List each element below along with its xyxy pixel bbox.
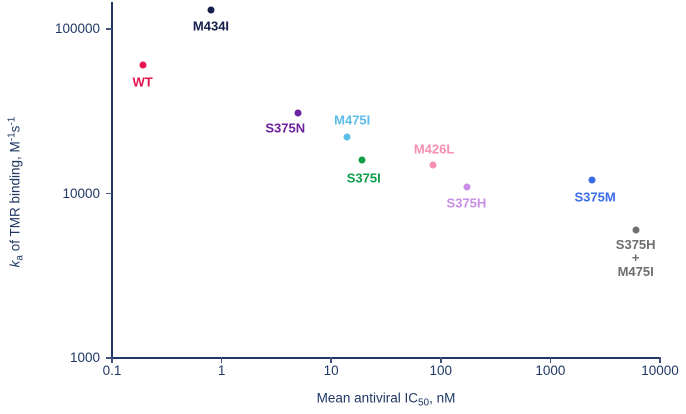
x-axis-title-suffix: , nM <box>429 390 456 406</box>
y-tick-mark <box>105 357 112 359</box>
x-tick-mark <box>330 357 332 363</box>
x-axis-title-subscript: 50 <box>417 397 430 409</box>
data-point-label-M434I: M434I <box>192 18 230 34</box>
y-axis-title-superscript-1: -1 <box>6 132 18 142</box>
data-point-S375H-M475I <box>632 226 640 234</box>
x-axis-title: Mean antiviral IC50, nM <box>316 390 456 409</box>
y-tick-label: 1000 <box>69 350 100 365</box>
data-point-M426L <box>429 161 437 169</box>
data-point-M475I <box>343 133 351 141</box>
data-point-WT <box>139 61 147 69</box>
y-axis-title-k: k <box>7 260 23 268</box>
x-tick-label: 1000 <box>535 363 566 378</box>
y-tick-label: 100000 <box>54 21 100 36</box>
x-axis-line <box>111 357 661 359</box>
y-axis-title-s: s <box>7 125 23 133</box>
x-axis-title-text: Mean antiviral IC <box>316 390 418 406</box>
x-tick-label: 100 <box>429 363 453 378</box>
data-point-label-M475I: M475I <box>334 112 371 128</box>
x-tick-label: 0.1 <box>102 363 122 378</box>
data-point-label-S375M: S375M <box>574 189 616 205</box>
x-tick-label: 1 <box>217 363 226 378</box>
x-tick-mark <box>659 357 661 363</box>
data-point-label-S375H: S375H <box>446 194 487 210</box>
x-tick-mark <box>111 357 113 363</box>
x-tick-label: 10 <box>323 363 339 378</box>
x-tick-mark <box>549 357 552 363</box>
data-point-label-S375N: S375N <box>265 119 306 135</box>
y-axis-title-superscript-2: -1 <box>6 116 18 126</box>
y-tick-label: 10000 <box>62 185 100 201</box>
data-point-S375I <box>358 156 366 164</box>
y-axis-line <box>111 2 113 359</box>
data-point-label-WT: WT <box>132 74 153 90</box>
data-point-label-S375I: S375I <box>346 170 381 186</box>
data-point-S375N <box>294 109 302 117</box>
y-axis-title-text: of TMR binding, M <box>7 141 23 256</box>
x-tick-label: 10000 <box>641 363 679 378</box>
x-tick-mark <box>440 357 442 363</box>
y-tick-mark <box>105 28 112 30</box>
data-point-label-M426L: M426L <box>413 140 455 156</box>
data-point-S375M <box>588 176 596 184</box>
data-point-label-S375H-M475I: S375H + M475I <box>615 236 656 279</box>
y-axis-title: ka of TMR binding, M-1s-1 <box>6 116 26 268</box>
y-axis-title-subscript: a <box>14 255 26 261</box>
y-tick-mark <box>105 192 112 195</box>
data-point-S375H <box>463 183 471 191</box>
data-point-M434I <box>207 6 215 14</box>
x-tick-mark <box>220 357 223 363</box>
